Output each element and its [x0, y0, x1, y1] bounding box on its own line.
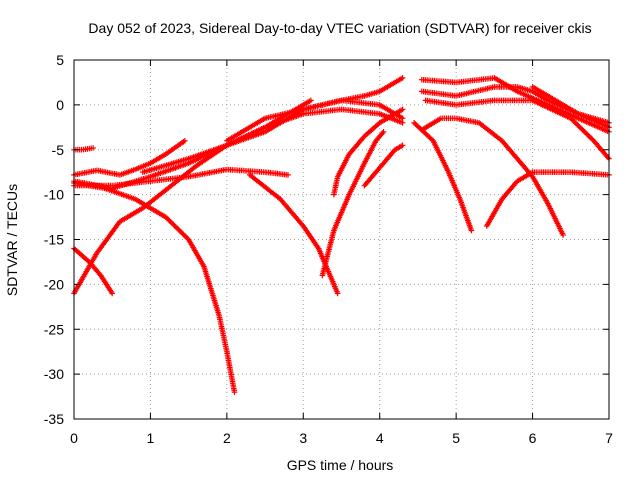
data-series-s18 [411, 120, 475, 234]
y-axis-label: SDTVAR / TECUs [4, 184, 20, 296]
data-series-s1 [71, 145, 96, 153]
data-series-s12 [361, 142, 406, 189]
y-tick-label: -10 [44, 187, 64, 203]
y-tick-label: -35 [44, 411, 64, 427]
y-tick-label: -5 [52, 142, 65, 158]
data-point-markers [224, 97, 406, 144]
chart-title: Day 052 of 2023, Sidereal Day-to-day VTE… [88, 20, 591, 36]
x-tick-label: 5 [452, 430, 460, 446]
data-series-s13 [331, 106, 406, 198]
data-point-markers [483, 169, 612, 229]
y-tick-label: -20 [44, 276, 64, 292]
data-series-s11 [319, 129, 387, 279]
x-tick-label: 0 [70, 430, 78, 446]
data-series-s19 [483, 169, 612, 229]
data-point-markers [331, 106, 406, 198]
x-tick-label: 6 [529, 430, 537, 446]
data-layer [71, 75, 612, 395]
grid [74, 60, 609, 419]
y-tick-label: -30 [44, 366, 64, 382]
data-series-s20 [529, 84, 612, 126]
data-point-markers [71, 145, 96, 153]
data-point-markers [319, 129, 387, 279]
y-tick-label: -15 [44, 232, 64, 248]
axes: 0 1 2 3 4 5 6 7 5 0 -5 -10 -15 -20 -25 -30 -35 [44, 52, 613, 446]
data-point-markers [529, 84, 612, 126]
x-axis-label: GPS time / hours [287, 457, 394, 473]
data-point-markers [411, 120, 475, 234]
data-series-s10 [247, 172, 341, 297]
data-point-markers [361, 142, 406, 189]
data-point-markers [247, 172, 341, 297]
data-series-s9 [224, 97, 406, 144]
data-series-s5 [71, 180, 238, 395]
x-tick-label: 1 [147, 430, 155, 446]
data-series-s16 [422, 97, 612, 162]
y-tick-label: 0 [56, 97, 64, 113]
x-tick-label: 7 [605, 430, 613, 446]
x-tick-label: 2 [223, 430, 231, 446]
data-point-markers [422, 97, 612, 162]
y-tick-label: -25 [44, 321, 64, 337]
data-point-markers [71, 180, 238, 395]
x-tick-label: 3 [299, 430, 307, 446]
y-tick-label: 5 [56, 52, 64, 68]
x-tick-label: 4 [376, 430, 384, 446]
